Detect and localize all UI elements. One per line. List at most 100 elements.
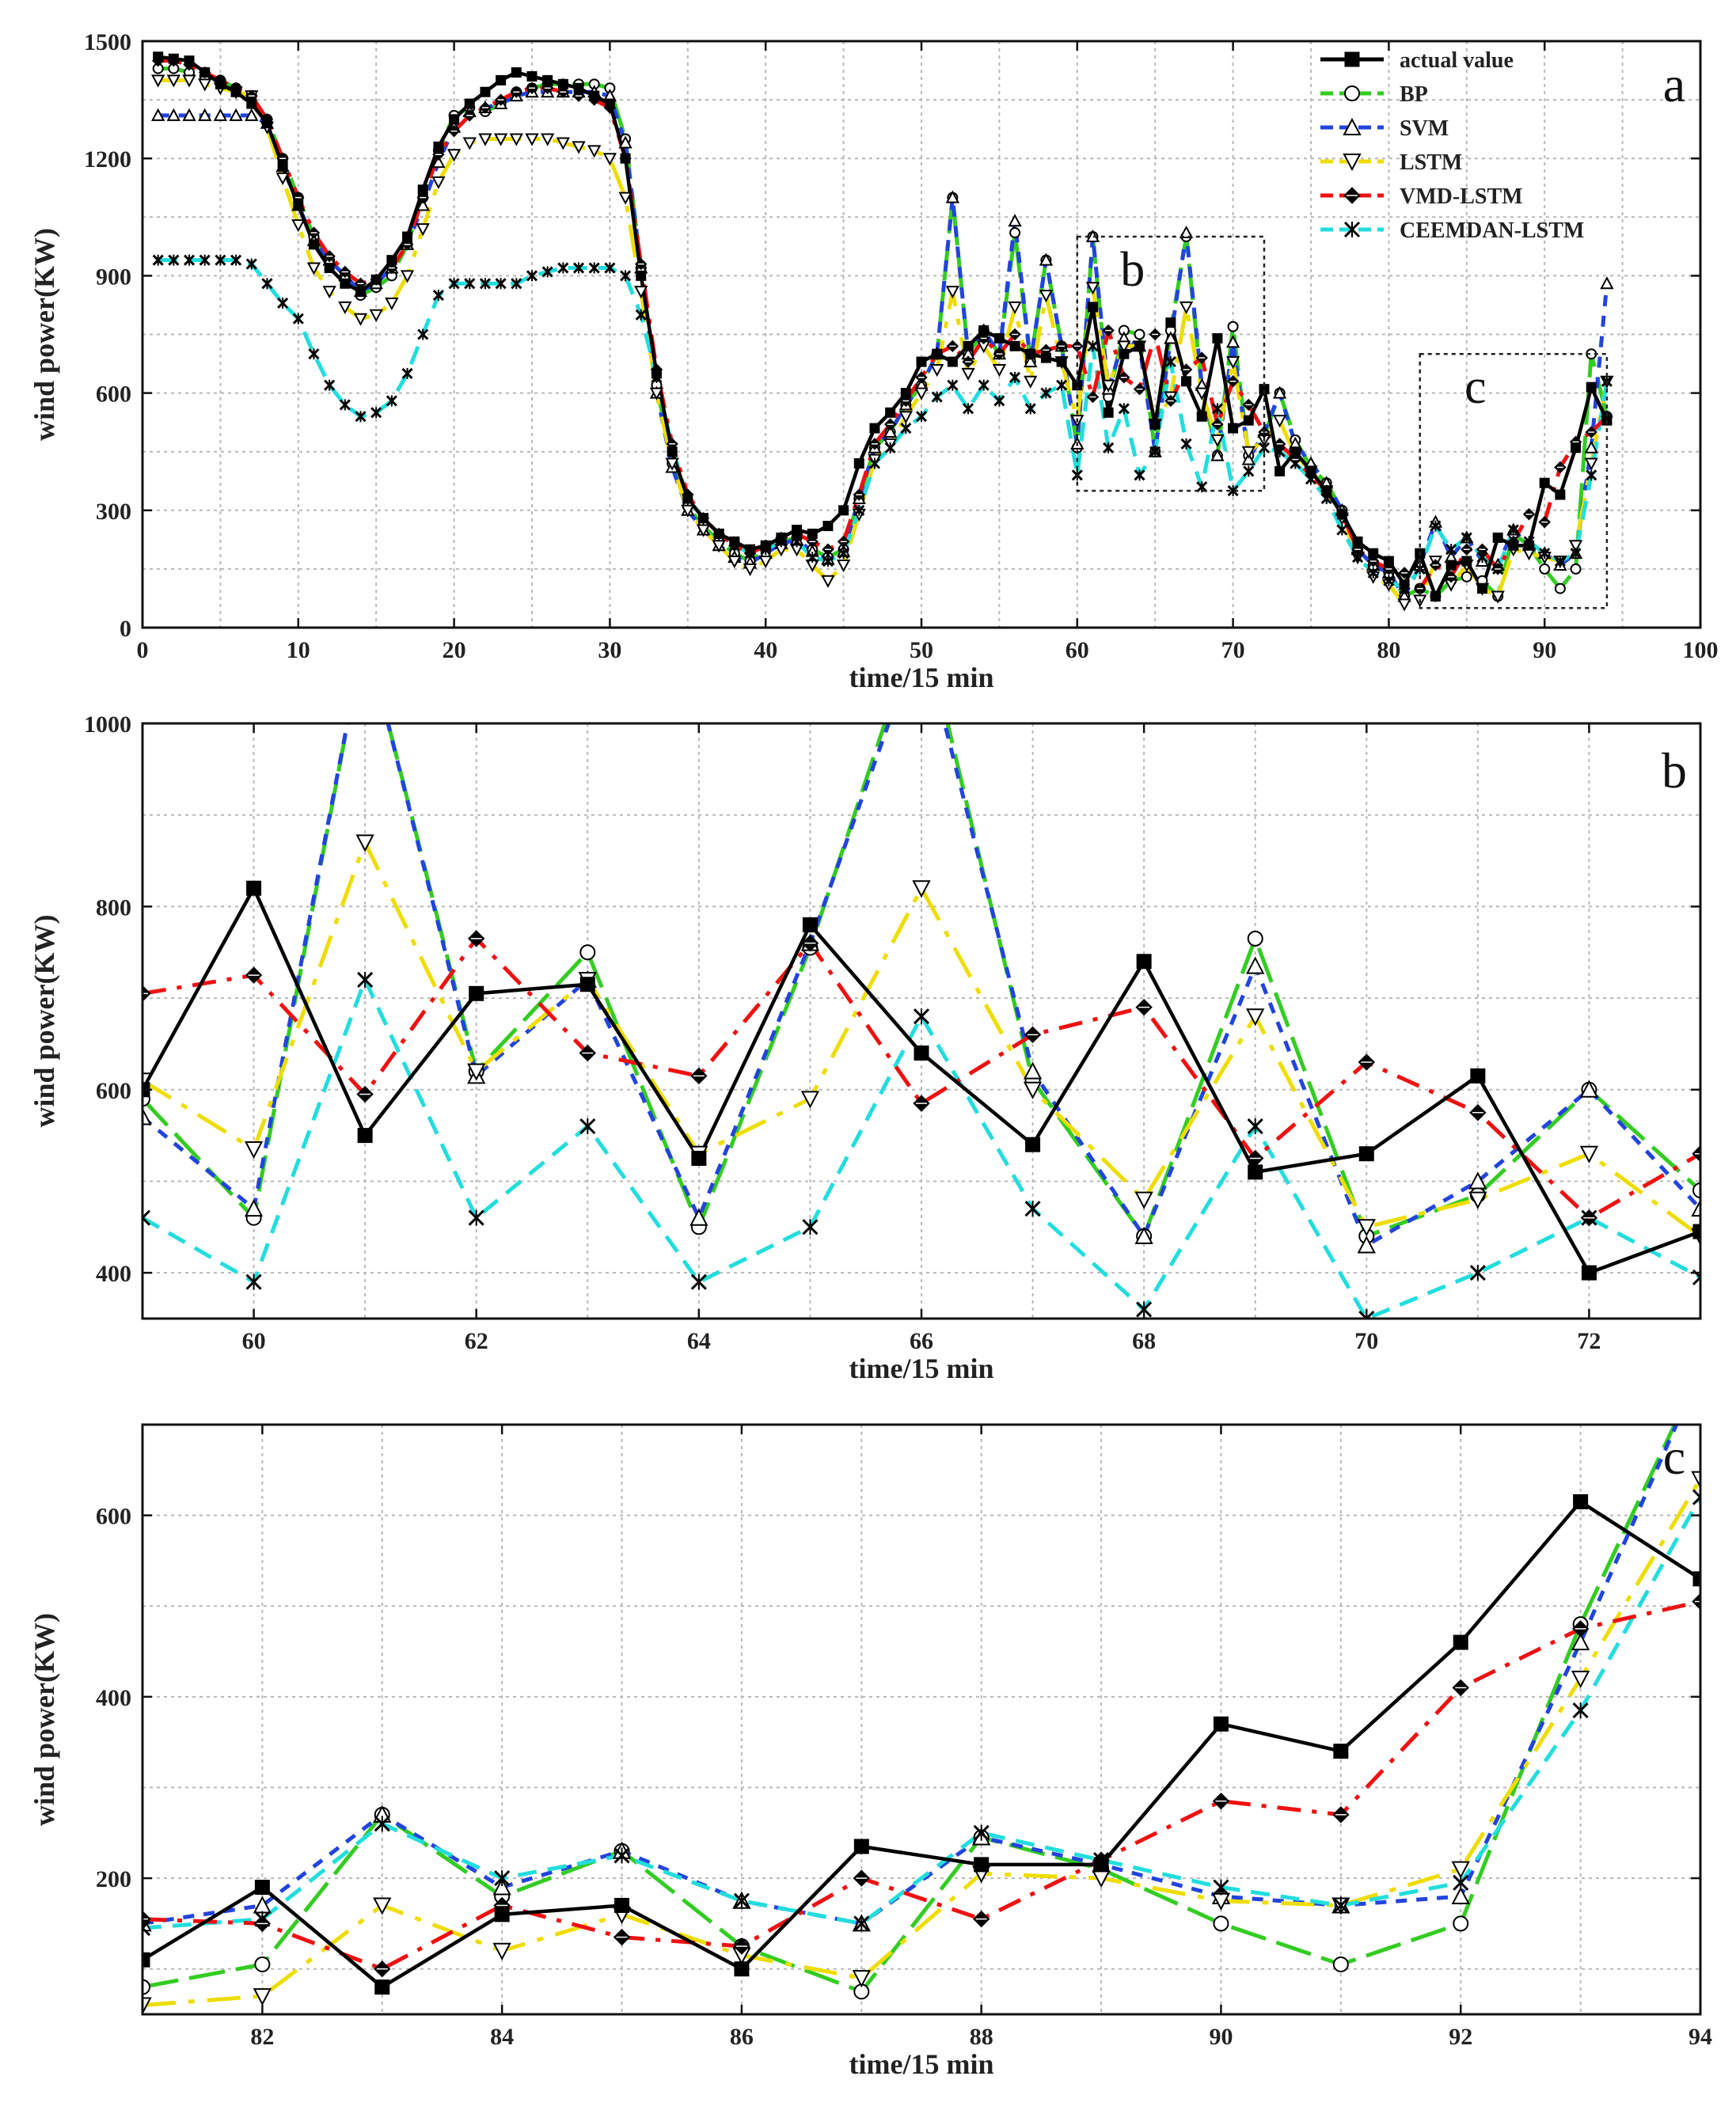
marker-vmd-lstm bbox=[915, 371, 928, 384]
marker-ceemdan-lstm bbox=[1247, 1118, 1263, 1135]
marker-ceemdan-lstm bbox=[245, 258, 257, 270]
series-group bbox=[142, 1425, 1700, 2014]
marker-vmd-lstm bbox=[635, 257, 648, 271]
marker-ceemdan-lstm bbox=[1336, 524, 1348, 536]
marker-ceemdan-lstm bbox=[1118, 403, 1130, 415]
marker-lstm bbox=[1491, 590, 1505, 604]
series-line-lstm bbox=[142, 1478, 1700, 2007]
marker-lstm bbox=[1195, 387, 1209, 400]
x-tick-label: 92 bbox=[1449, 2024, 1472, 2050]
marker-ceemdan-lstm bbox=[1149, 446, 1161, 457]
marker-actual-value bbox=[1305, 465, 1316, 476]
marker-actual-value bbox=[651, 368, 662, 379]
marker-lstm bbox=[1225, 356, 1240, 370]
marker-actual-value bbox=[1368, 548, 1379, 559]
marker-ceemdan-lstm bbox=[355, 411, 367, 423]
marker-lstm bbox=[166, 74, 181, 88]
marker-lstm bbox=[182, 74, 196, 88]
marker-actual-value bbox=[357, 1128, 373, 1144]
marker-actual-value bbox=[636, 270, 647, 281]
marker-lstm bbox=[400, 270, 415, 283]
marker-actual-value bbox=[932, 348, 943, 359]
y-tick-label: 600 bbox=[96, 1078, 131, 1104]
marker-bp bbox=[1134, 328, 1145, 340]
marker-ceemdan-lstm bbox=[1445, 544, 1457, 556]
marker-svm bbox=[166, 108, 181, 121]
marker-vmd-lstm bbox=[142, 985, 151, 1002]
marker-lstm bbox=[1691, 1471, 1700, 1489]
marker-actual-value bbox=[557, 78, 568, 89]
marker-lstm bbox=[416, 223, 430, 237]
marker-ceemdan-lstm bbox=[215, 254, 226, 266]
marker-svm bbox=[416, 198, 430, 211]
marker-vmd-lstm bbox=[1195, 351, 1208, 364]
x-tick-label: 0 bbox=[137, 637, 149, 663]
marker-svm bbox=[883, 424, 898, 438]
marker-lstm bbox=[478, 133, 492, 146]
x-tick-label: 90 bbox=[1209, 2024, 1233, 2050]
series-group bbox=[142, 723, 1700, 1319]
legend-marker bbox=[1344, 85, 1360, 101]
x-tick-label: 68 bbox=[1132, 1328, 1156, 1354]
marker-ceemdan-lstm bbox=[1243, 465, 1255, 477]
marker-bp bbox=[1539, 563, 1551, 575]
grid bbox=[142, 723, 1700, 1319]
marker-ceemdan-lstm bbox=[588, 262, 600, 274]
marker-vmd-lstm bbox=[1554, 461, 1567, 474]
marker-actual-value bbox=[230, 86, 241, 97]
marker-actual-value bbox=[1093, 1857, 1109, 1873]
marker-vmd-lstm bbox=[1445, 571, 1457, 583]
marker-ceemdan-lstm bbox=[613, 1847, 630, 1864]
marker-vmd-lstm bbox=[613, 1928, 631, 1946]
marker-actual-value bbox=[542, 74, 553, 85]
marker-actual-value bbox=[153, 51, 164, 63]
marker-lstm bbox=[712, 540, 726, 553]
marker-ceemdan-lstm bbox=[822, 555, 834, 567]
marker-svm bbox=[1210, 448, 1225, 461]
marker-actual-value bbox=[802, 917, 818, 933]
marker-ceemdan-lstm bbox=[1507, 524, 1519, 536]
y-tick-label: 1500 bbox=[84, 29, 131, 55]
marker-vmd-lstm bbox=[946, 340, 959, 353]
y-tick-label: 800 bbox=[96, 894, 131, 920]
marker-vmd-lstm bbox=[1692, 1145, 1700, 1163]
marker-lstm bbox=[1571, 1670, 1590, 1689]
marker-ceemdan-lstm bbox=[168, 254, 180, 266]
marker-ceemdan-lstm bbox=[1469, 1265, 1486, 1281]
marker-svm bbox=[1023, 1061, 1043, 1080]
marker-lstm bbox=[634, 286, 648, 299]
marker-vmd-lstm bbox=[1071, 340, 1084, 353]
marker-svm bbox=[1600, 276, 1614, 290]
marker-lstm bbox=[431, 176, 446, 189]
marker-actual-value bbox=[1352, 536, 1363, 547]
marker-bp bbox=[1461, 571, 1472, 583]
marker-actual-value bbox=[246, 880, 262, 896]
marker-ceemdan-lstm bbox=[511, 278, 522, 290]
marker-actual-value bbox=[1196, 411, 1207, 422]
marker-ceemdan-lstm bbox=[604, 262, 616, 274]
x-tick-label: 20 bbox=[443, 637, 466, 663]
marker-bp bbox=[1213, 1915, 1229, 1932]
marker-actual-value bbox=[464, 98, 475, 109]
series-line-lstm bbox=[142, 840, 1700, 1238]
marker-lstm bbox=[462, 137, 477, 150]
marker-ceemdan-lstm bbox=[1040, 387, 1052, 399]
marker-actual-value bbox=[963, 340, 974, 351]
marker-lstm bbox=[353, 313, 368, 326]
marker-svm bbox=[1164, 331, 1178, 344]
marker-vmd-lstm bbox=[1133, 382, 1146, 396]
marker-ceemdan-lstm bbox=[1570, 548, 1582, 560]
marker-ceemdan-lstm bbox=[245, 1273, 262, 1290]
marker-actual-value bbox=[579, 977, 595, 992]
marker-ceemdan-lstm bbox=[324, 379, 336, 391]
marker-ceemdan-lstm bbox=[417, 328, 429, 340]
legend-marker bbox=[1343, 187, 1361, 204]
marker-ceemdan-lstm bbox=[802, 1219, 819, 1235]
marker-ceemdan-lstm bbox=[1056, 379, 1068, 391]
y-tick-label: 400 bbox=[96, 1685, 131, 1711]
marker-lstm bbox=[369, 309, 383, 322]
marker-svm bbox=[1134, 1226, 1153, 1244]
grid bbox=[142, 1425, 1700, 2014]
marker-vmd-lstm bbox=[579, 1044, 596, 1062]
series-line-ceemdan-lstm bbox=[142, 1496, 1700, 1930]
